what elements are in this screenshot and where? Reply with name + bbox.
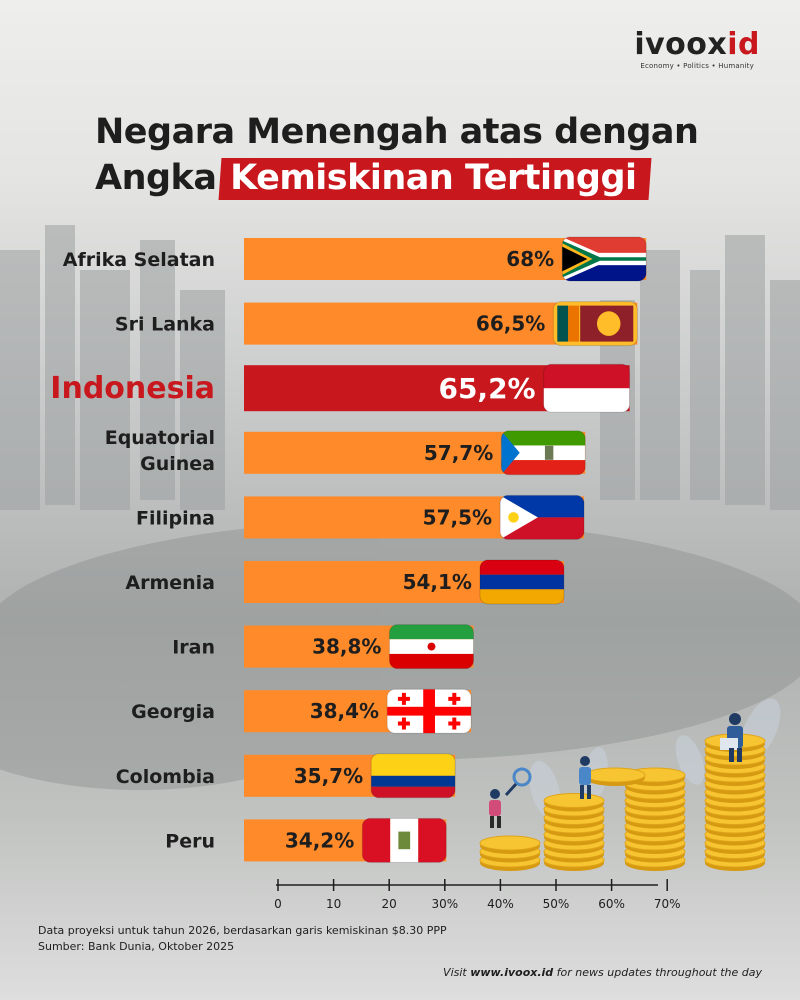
x-tick-label: 0 — [274, 897, 282, 911]
value-label-sri-lanka: 66,5% — [476, 312, 545, 336]
sri-lanka-flag — [552, 301, 638, 347]
colombia-flag — [370, 753, 456, 799]
country-label-armenia: Armenia — [125, 572, 215, 594]
x-tick-label: 50% — [543, 897, 570, 911]
georgia-flag — [386, 688, 472, 734]
indonesia-flag — [543, 363, 631, 413]
logo-tagline: Economy • Politics • Humanity — [640, 62, 754, 70]
country-label-peru: Peru — [165, 830, 215, 852]
note-source: Sumber: Bank Dunia, Oktober 2025 — [38, 940, 235, 953]
x-tick-label: 40% — [487, 897, 514, 911]
country-label-filipina: Filipina — [136, 507, 215, 529]
value-label-georgia: 38,4% — [310, 699, 379, 723]
footer-link[interactable]: www.ivoox.id — [470, 966, 554, 979]
country-label-equatorial-guinea: Equatorial Guinea — [105, 427, 215, 475]
philippines-flag — [499, 494, 585, 540]
equatorial-guinea-flag — [500, 430, 586, 476]
peru-flag — [361, 817, 447, 863]
value-label-armenia: 54,1% — [403, 570, 472, 594]
ivooxid-logo: ivooxid Economy • Politics • Humanity — [634, 27, 760, 71]
value-label-indonesia: 65,2% — [438, 372, 535, 405]
footer-prefix: Visit — [443, 966, 467, 979]
coin-top — [584, 767, 646, 783]
note-projection: Data proyeksi untuk tahun 2026, berdasar… — [38, 924, 447, 937]
coin-top — [543, 793, 605, 808]
country-label-iran: Iran — [172, 637, 215, 659]
person-figures — [489, 713, 743, 828]
value-label-colombia: 35,7% — [294, 764, 363, 788]
x-tick-label: 60% — [598, 897, 625, 911]
value-label-filipina: 57,5% — [423, 505, 492, 529]
country-label-georgia: Georgia — [131, 701, 215, 723]
armenia-flag — [479, 559, 565, 605]
poverty-bar-chart: 68% Afrika Selatan 66,5% Sri Lanka 65,2% Indo… — [50, 236, 681, 911]
value-label-peru: 34,2% — [285, 828, 354, 852]
title-line-2-plain: Angka — [95, 158, 217, 198]
value-label-equatorial-guinea: 57,7% — [424, 441, 493, 465]
data-notes: Data proyeksi untuk tahun 2026, berdasar… — [38, 923, 447, 955]
x-tick-label: 30% — [431, 897, 458, 911]
x-tick-label: 10 — [326, 897, 341, 911]
country-label-indonesia: Indonesia — [50, 371, 215, 406]
value-label-iran: 38,8% — [312, 635, 381, 659]
title-line-1: Negara Menengah atas dengan — [95, 112, 699, 152]
footer-visit: Visit www.ivoox.id for news updates thro… — [443, 966, 762, 979]
value-label-afrika-selatan: 68% — [506, 247, 554, 271]
south-africa-flag — [561, 236, 647, 282]
x-tick-label: 20 — [382, 897, 397, 911]
x-tick-label: 70% — [654, 897, 681, 911]
coin-top — [479, 835, 541, 851]
footer-suffix: for news updates throughout the day — [556, 966, 762, 979]
title-line-2: Angka Kemiskinan Tertinggi — [95, 158, 653, 200]
country-label-afrika-selatan: Afrika Selatan — [63, 249, 215, 271]
country-label-colombia: Colombia — [116, 766, 215, 788]
country-label-sri-lanka: Sri Lanka — [115, 314, 215, 336]
iran-flag — [388, 624, 474, 670]
